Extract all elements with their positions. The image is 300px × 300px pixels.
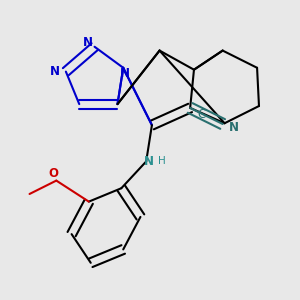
Text: N: N [83,36,93,49]
Text: H: H [158,157,166,166]
Text: N: N [144,155,154,168]
Text: N: N [229,121,239,134]
Text: N: N [120,67,130,80]
Text: O: O [48,167,58,180]
Text: N: N [50,65,60,78]
Text: C: C [197,108,206,121]
